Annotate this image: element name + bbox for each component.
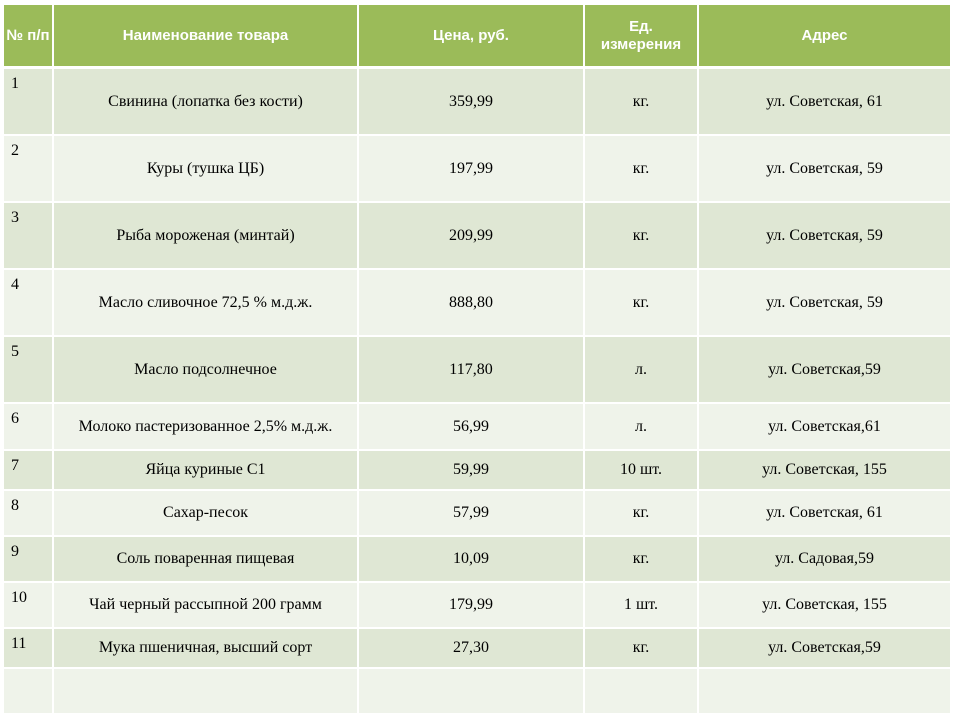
row-unit: 1 шт.	[585, 582, 699, 629]
row-name: Чай черный рассыпной 200 грамм	[54, 582, 359, 629]
row-address: ул. Советская, 61	[699, 490, 952, 537]
row-name: Молоко пастеризованное 2,5% м.д.ж.	[54, 404, 359, 451]
row-address: ул. Советская, 155	[699, 582, 952, 629]
row-price: 56,99	[359, 404, 585, 451]
row-address: ул. Советская, 59	[699, 136, 952, 204]
table-row: 6 Молоко пастеризованное 2,5% м.д.ж. 56,…	[4, 404, 952, 451]
row-num: 7	[4, 450, 54, 491]
row-name	[54, 668, 359, 715]
row-num: 11	[4, 628, 54, 669]
header-unit: Ед. измерения	[585, 5, 699, 69]
row-address: ул. Советская, 155	[699, 450, 952, 491]
row-unit: кг.	[585, 136, 699, 204]
row-num: 10	[4, 582, 54, 629]
row-unit: кг.	[585, 270, 699, 338]
table-row: 7 Яйца куриные С1 59,99 10 шт. ул. Совет…	[4, 450, 952, 491]
row-address: ул. Советская,61	[699, 404, 952, 451]
row-unit: кг.	[585, 490, 699, 537]
row-num: 6	[4, 404, 54, 451]
row-name: Масло подсолнечное	[54, 337, 359, 405]
row-unit: кг.	[585, 203, 699, 271]
row-unit: л.	[585, 404, 699, 451]
row-num: 8	[4, 490, 54, 537]
row-price: 359,99	[359, 69, 585, 137]
row-num: 3	[4, 203, 54, 271]
table-row-empty	[4, 668, 952, 715]
row-price: 57,99	[359, 490, 585, 537]
table-row: 9 Соль поваренная пищевая 10,09 кг. ул. …	[4, 536, 952, 583]
row-unit: кг.	[585, 69, 699, 137]
row-unit	[585, 668, 699, 715]
row-address: ул. Советская,59	[699, 337, 952, 405]
row-price: 209,99	[359, 203, 585, 271]
row-price: 27,30	[359, 628, 585, 669]
table-row: 5 Масло подсолнечное 117,80 л. ул. Совет…	[4, 337, 952, 405]
table-row: 10 Чай черный рассыпной 200 грамм 179,99…	[4, 582, 952, 629]
row-name: Соль поваренная пищевая	[54, 536, 359, 583]
row-price: 117,80	[359, 337, 585, 405]
row-address: ул. Советская, 59	[699, 270, 952, 338]
row-name: Сахар-песок	[54, 490, 359, 537]
row-price: 197,99	[359, 136, 585, 204]
table-row: 8 Сахар-песок 57,99 кг. ул. Советская, 6…	[4, 490, 952, 537]
table-row: 1 Свинина (лопатка без кости) 359,99 кг.…	[4, 69, 952, 137]
price-table: № п/п Наименование товара Цена, руб. Ед.…	[4, 5, 952, 715]
row-name: Мука пшеничная, высший сорт	[54, 628, 359, 669]
row-num: 5	[4, 337, 54, 405]
row-address: ул. Советская, 61	[699, 69, 952, 137]
row-name: Масло сливочное 72,5 % м.д.ж.	[54, 270, 359, 338]
row-price: 59,99	[359, 450, 585, 491]
row-num: 2	[4, 136, 54, 204]
header-num: № п/п	[4, 5, 54, 69]
row-address	[699, 668, 952, 715]
table-row: 4 Масло сливочное 72,5 % м.д.ж. 888,80 к…	[4, 270, 952, 338]
row-name: Свинина (лопатка без кости)	[54, 69, 359, 137]
row-num: 4	[4, 270, 54, 338]
header-address: Адрес	[699, 5, 952, 69]
table-row: 2 Куры (тушка ЦБ) 197,99 кг. ул. Советск…	[4, 136, 952, 204]
row-num: 1	[4, 69, 54, 137]
row-address: ул. Советская, 59	[699, 203, 952, 271]
row-unit: л.	[585, 337, 699, 405]
row-price	[359, 668, 585, 715]
row-price: 10,09	[359, 536, 585, 583]
row-unit: кг.	[585, 628, 699, 669]
row-name: Яйца куриные С1	[54, 450, 359, 491]
header-name: Наименование товара	[54, 5, 359, 69]
header-price: Цена, руб.	[359, 5, 585, 69]
header-row: № п/п Наименование товара Цена, руб. Ед.…	[4, 5, 952, 69]
table-row: 3 Рыба мороженая (минтай) 209,99 кг. ул.…	[4, 203, 952, 271]
table-row: 11 Мука пшеничная, высший сорт 27,30 кг.…	[4, 628, 952, 669]
row-num	[4, 668, 54, 715]
row-unit: 10 шт.	[585, 450, 699, 491]
row-address: ул. Садовая,59	[699, 536, 952, 583]
row-price: 179,99	[359, 582, 585, 629]
row-num: 9	[4, 536, 54, 583]
row-name: Рыба мороженая (минтай)	[54, 203, 359, 271]
row-name: Куры (тушка ЦБ)	[54, 136, 359, 204]
row-unit: кг.	[585, 536, 699, 583]
row-address: ул. Советская,59	[699, 628, 952, 669]
row-price: 888,80	[359, 270, 585, 338]
